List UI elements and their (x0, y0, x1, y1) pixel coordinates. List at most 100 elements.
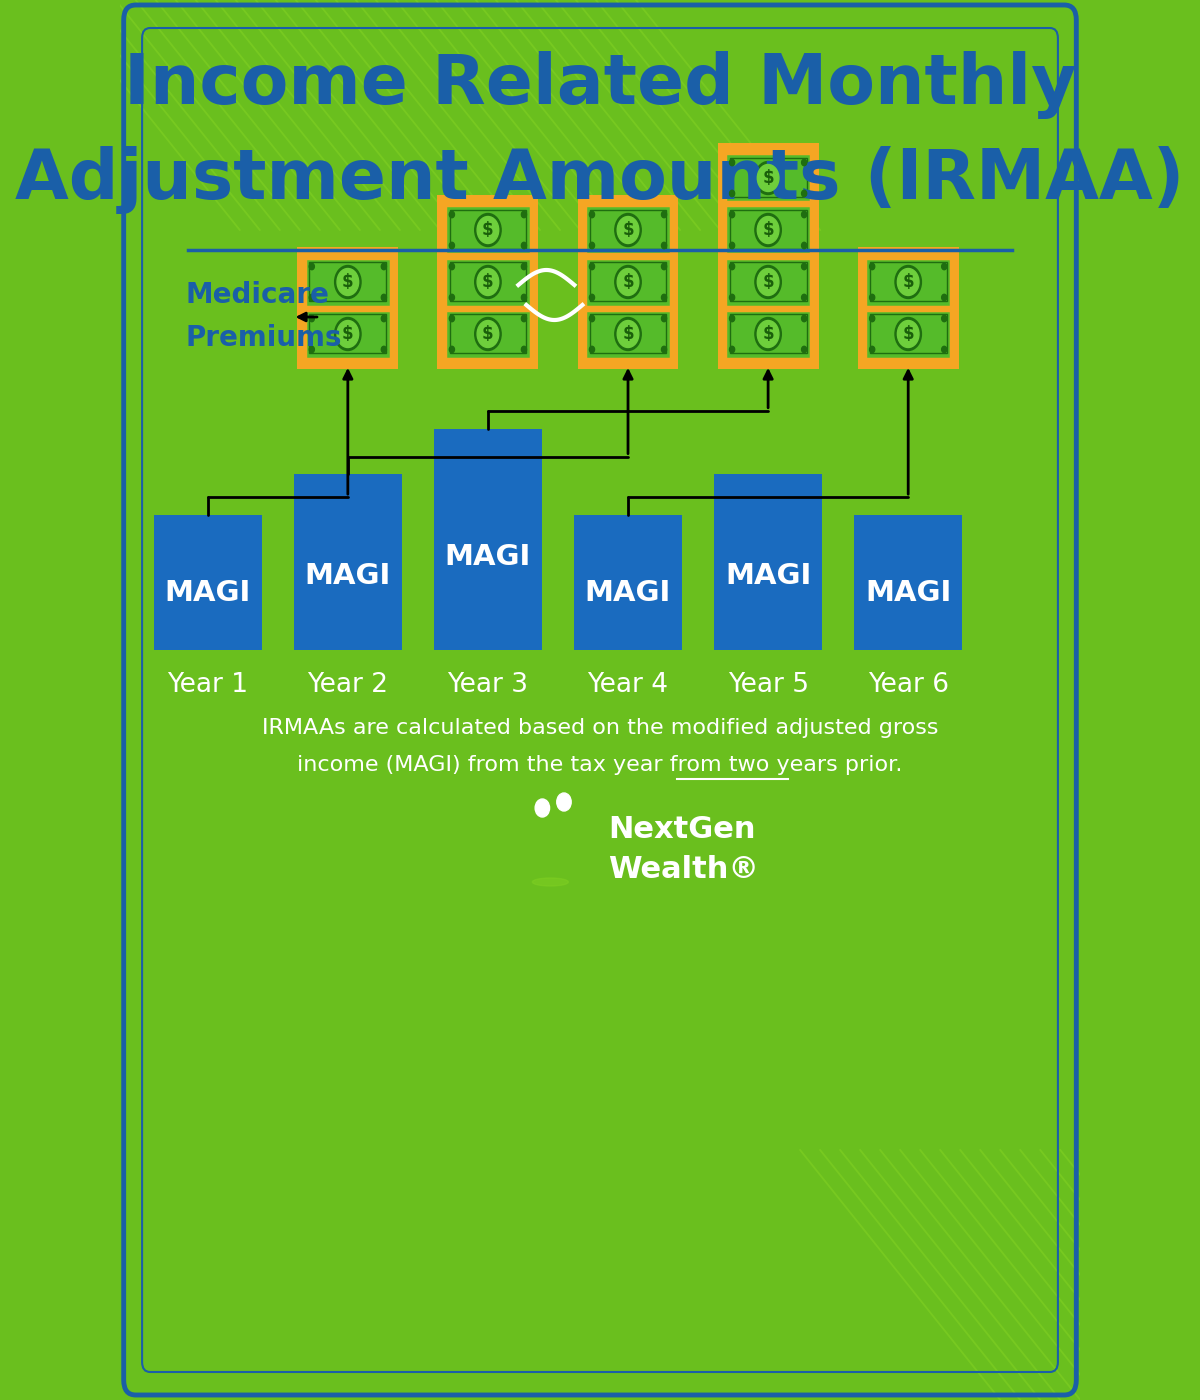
Circle shape (521, 294, 527, 301)
Circle shape (478, 269, 499, 295)
Text: $: $ (482, 221, 493, 239)
Circle shape (802, 346, 806, 353)
Text: Adjustment Amounts (IRMAA): Adjustment Amounts (IRMAA) (16, 146, 1184, 214)
Circle shape (449, 294, 455, 301)
Text: $: $ (342, 325, 354, 343)
Circle shape (802, 190, 806, 196)
Circle shape (614, 318, 641, 350)
Text: Income Related Monthly: Income Related Monthly (124, 50, 1076, 119)
Circle shape (310, 346, 314, 353)
Circle shape (898, 321, 919, 347)
Circle shape (730, 294, 734, 301)
Circle shape (755, 318, 781, 350)
Circle shape (661, 294, 667, 301)
FancyBboxPatch shape (718, 143, 818, 370)
FancyBboxPatch shape (725, 309, 811, 358)
Circle shape (661, 242, 667, 249)
FancyBboxPatch shape (725, 258, 811, 307)
Text: Year 1: Year 1 (167, 672, 248, 699)
Circle shape (730, 160, 734, 165)
Text: $: $ (623, 221, 634, 239)
Circle shape (335, 318, 361, 350)
Text: $: $ (342, 273, 354, 291)
FancyBboxPatch shape (445, 206, 532, 255)
FancyBboxPatch shape (305, 309, 391, 358)
Circle shape (802, 242, 806, 249)
Circle shape (449, 346, 455, 353)
FancyBboxPatch shape (445, 309, 532, 358)
FancyBboxPatch shape (865, 258, 952, 307)
Circle shape (589, 294, 594, 301)
Circle shape (475, 318, 502, 350)
Text: $: $ (902, 325, 914, 343)
FancyBboxPatch shape (584, 258, 671, 307)
Circle shape (802, 263, 806, 270)
Circle shape (589, 211, 594, 218)
Circle shape (661, 315, 667, 322)
FancyBboxPatch shape (294, 475, 402, 650)
Text: MAGI: MAGI (445, 543, 532, 571)
Circle shape (382, 294, 386, 301)
Circle shape (589, 315, 594, 322)
Circle shape (521, 242, 527, 249)
Text: Medicare: Medicare (185, 281, 329, 309)
Circle shape (337, 269, 359, 295)
FancyBboxPatch shape (858, 246, 959, 370)
Text: $: $ (482, 325, 493, 343)
Text: income (MAGI) from the tax year from two years prior.: income (MAGI) from the tax year from two… (298, 755, 902, 776)
Text: $: $ (902, 273, 914, 291)
Text: Wealth®: Wealth® (608, 855, 760, 885)
Circle shape (449, 315, 455, 322)
FancyBboxPatch shape (584, 206, 671, 255)
Circle shape (730, 263, 734, 270)
Circle shape (589, 263, 594, 270)
Text: $: $ (762, 325, 774, 343)
Circle shape (382, 315, 386, 322)
Circle shape (755, 213, 781, 246)
Circle shape (661, 263, 667, 270)
Circle shape (870, 346, 875, 353)
Circle shape (337, 321, 359, 347)
Circle shape (382, 346, 386, 353)
Text: $: $ (482, 273, 493, 291)
Circle shape (475, 213, 502, 246)
Circle shape (617, 269, 638, 295)
Text: Year 4: Year 4 (588, 672, 668, 699)
Circle shape (757, 217, 779, 244)
Ellipse shape (533, 878, 569, 886)
Text: NextGen: NextGen (608, 815, 756, 844)
Circle shape (730, 346, 734, 353)
Text: $: $ (762, 169, 774, 188)
Text: Year 6: Year 6 (868, 672, 949, 699)
Circle shape (730, 315, 734, 322)
Circle shape (617, 217, 638, 244)
Circle shape (757, 321, 779, 347)
Circle shape (730, 211, 734, 218)
Circle shape (757, 165, 779, 192)
Circle shape (755, 161, 781, 195)
Circle shape (942, 294, 947, 301)
Circle shape (310, 294, 314, 301)
FancyBboxPatch shape (445, 258, 532, 307)
Circle shape (557, 792, 571, 811)
Circle shape (521, 211, 527, 218)
FancyBboxPatch shape (577, 195, 678, 370)
Circle shape (802, 211, 806, 218)
Circle shape (449, 242, 455, 249)
Text: $: $ (623, 273, 634, 291)
Text: MAGI: MAGI (305, 563, 391, 591)
FancyBboxPatch shape (438, 195, 539, 370)
Circle shape (310, 315, 314, 322)
Circle shape (942, 315, 947, 322)
Circle shape (757, 269, 779, 295)
Text: MAGI: MAGI (584, 580, 671, 608)
Circle shape (521, 263, 527, 270)
FancyBboxPatch shape (725, 154, 811, 203)
Circle shape (310, 263, 314, 270)
Circle shape (382, 263, 386, 270)
Circle shape (942, 346, 947, 353)
FancyBboxPatch shape (584, 309, 671, 358)
Circle shape (661, 211, 667, 218)
FancyBboxPatch shape (298, 246, 398, 370)
Circle shape (535, 799, 550, 818)
